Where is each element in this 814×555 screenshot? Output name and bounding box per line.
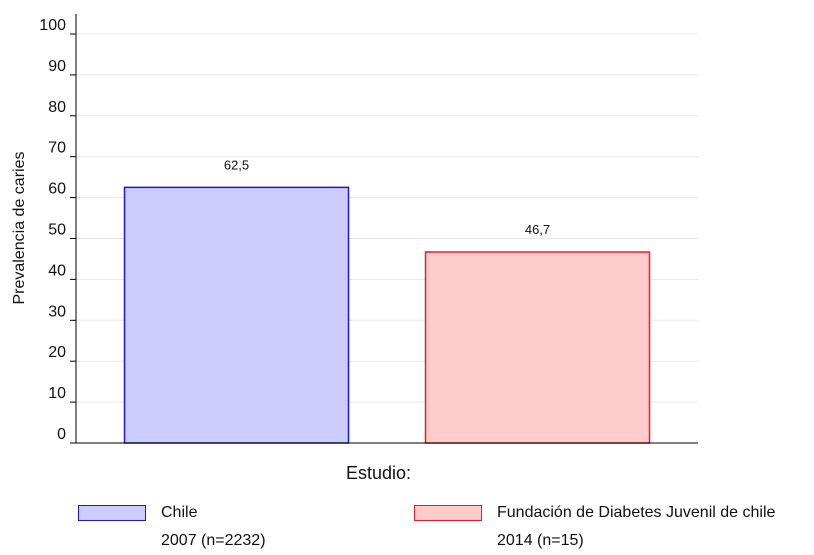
y-tick-label: 80 <box>48 99 66 116</box>
bar-chile <box>123 186 350 444</box>
bar-value-label: 62,5 <box>224 157 249 172</box>
y-tick-label: 100 <box>39 17 66 34</box>
y-tick-label: 10 <box>48 385 66 402</box>
y-axis-ticks: 0 10 20 30 40 50 60 70 80 90 100 <box>39 17 76 444</box>
y-tick-label: 20 <box>48 344 66 361</box>
y-tick-label: 40 <box>48 262 66 279</box>
y-tick-label: 90 <box>48 58 66 75</box>
y-tick-label: 60 <box>48 181 66 198</box>
bar-fundacion <box>424 251 651 444</box>
bars: 62,5 46,7 <box>123 157 651 444</box>
y-tick-label: 50 <box>48 222 66 239</box>
y-axis-title: Prevalencia de caries <box>11 152 28 305</box>
y-tick-label: 0 <box>57 426 66 443</box>
y-tick-label: 30 <box>48 303 66 320</box>
bar-value-label: 46,7 <box>525 222 550 237</box>
y-tick-label: 70 <box>48 140 66 157</box>
